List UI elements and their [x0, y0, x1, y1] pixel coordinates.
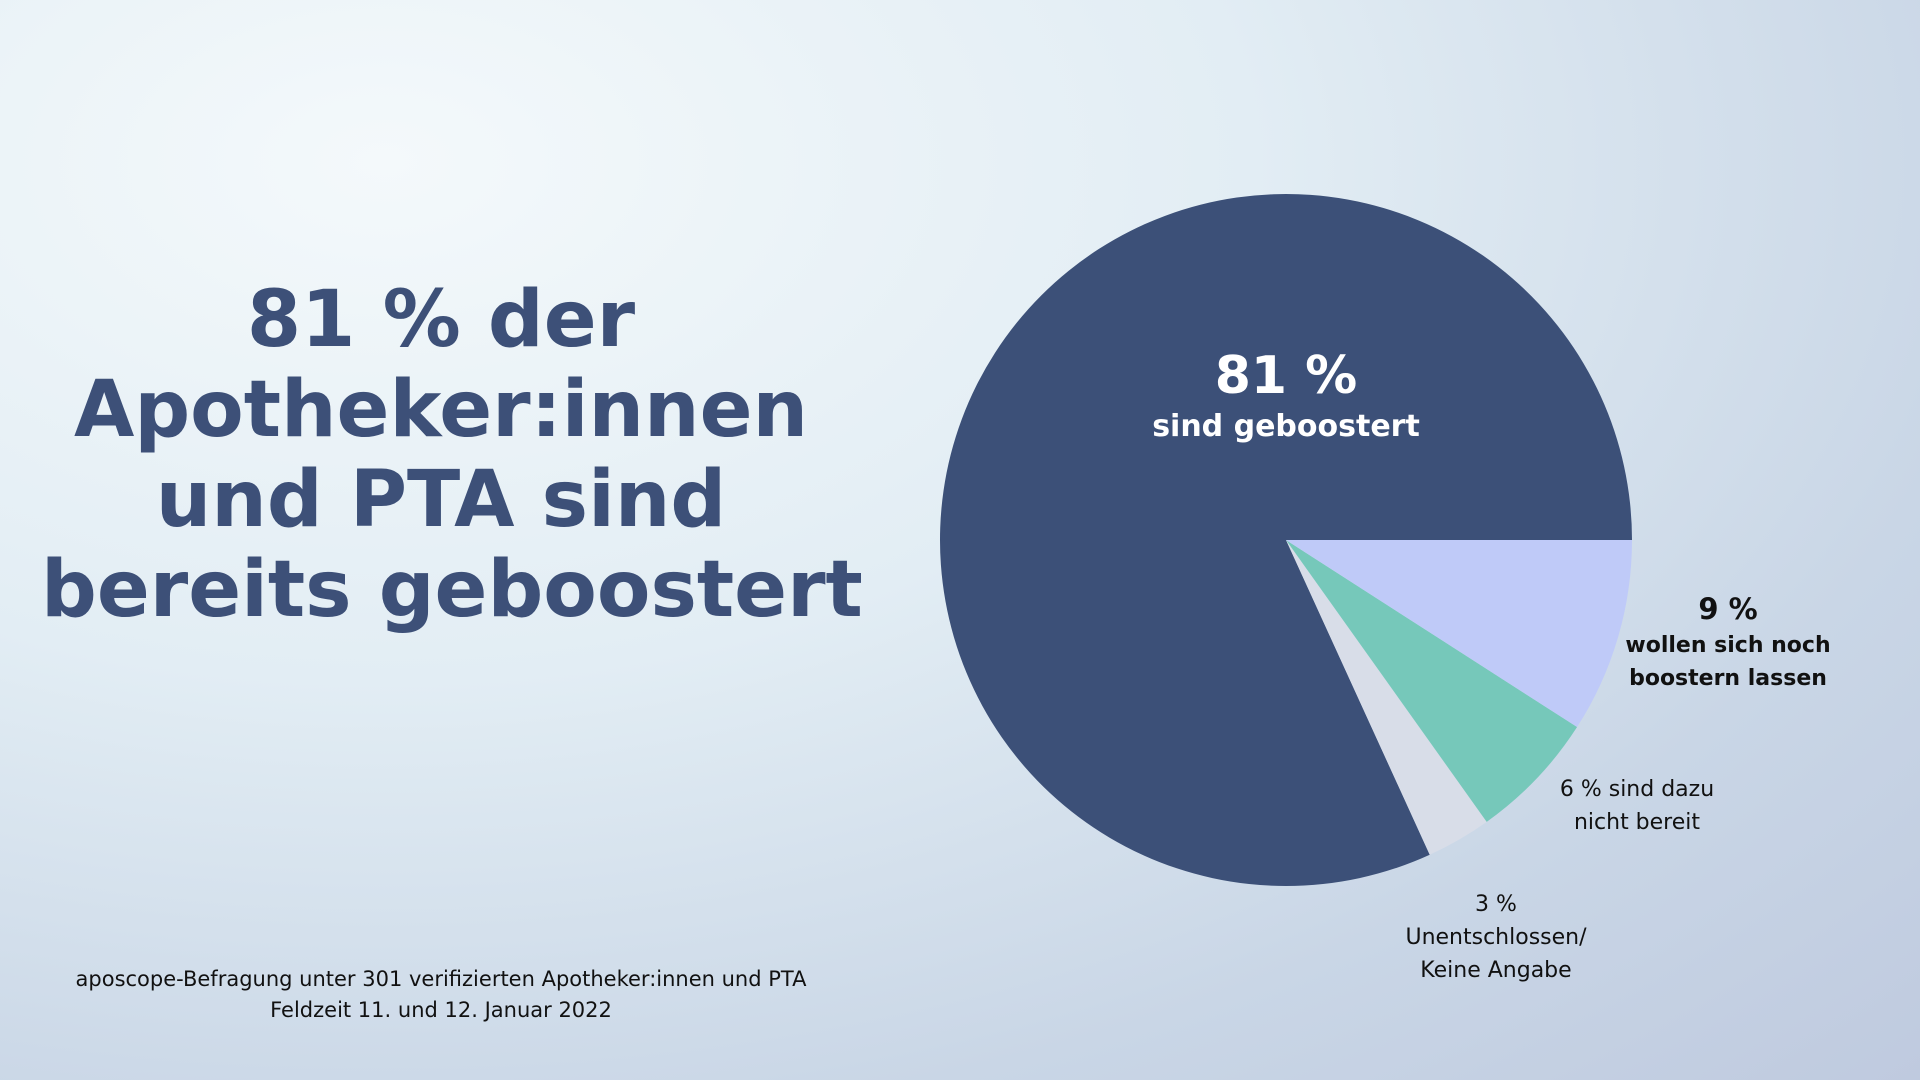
slice-value-label: 3 %: [1475, 892, 1517, 917]
pie-slice: [1286, 540, 1578, 822]
slice-label: 3 % Unentschlossen/ Keine Angabe: [1396, 888, 1596, 987]
footnote: aposcope-Befragung unter 301 verifiziert…: [31, 964, 851, 1026]
footnote-line: Feldzeit 11. und 12. Januar 2022: [270, 998, 612, 1022]
slice-label: 6 % sind dazu nicht bereit: [1552, 773, 1722, 839]
headline-line: bereits geboostert: [41, 545, 863, 635]
pie-slice: [940, 193, 1632, 886]
pie-slice: [1286, 540, 1632, 728]
pie-slice: [1286, 540, 1487, 855]
slice-label: 9 % wollen sich noch boostern lassen: [1618, 589, 1838, 695]
slice-value-label: 6 %: [1559, 777, 1602, 802]
slice-value-label: 81 %: [1214, 346, 1358, 406]
slice-label-text: 6 % sind dazu nicht bereit: [1552, 773, 1722, 839]
slice-category: Unentschlossen/ Keine Angabe: [1405, 925, 1587, 983]
headline: 81 % der Apotheker:innen und PTA sind berei…: [41, 275, 863, 635]
slice-category: sind dazu nicht bereit: [1573, 777, 1715, 835]
slice-category: sind geboostert: [1152, 409, 1420, 444]
slice-category: wollen sich noch boostern lassen: [1625, 633, 1831, 691]
headline-line: 81 % der: [246, 275, 636, 365]
slice-value-label: 9 %: [1698, 592, 1758, 626]
headline-line: und PTA sind: [155, 455, 727, 545]
slice-label: 81 % sind geboostert: [1106, 345, 1466, 447]
footnote-line: aposcope-Befragung unter 301 verifiziert…: [75, 967, 807, 991]
headline-line: Apotheker:innen: [73, 365, 809, 455]
